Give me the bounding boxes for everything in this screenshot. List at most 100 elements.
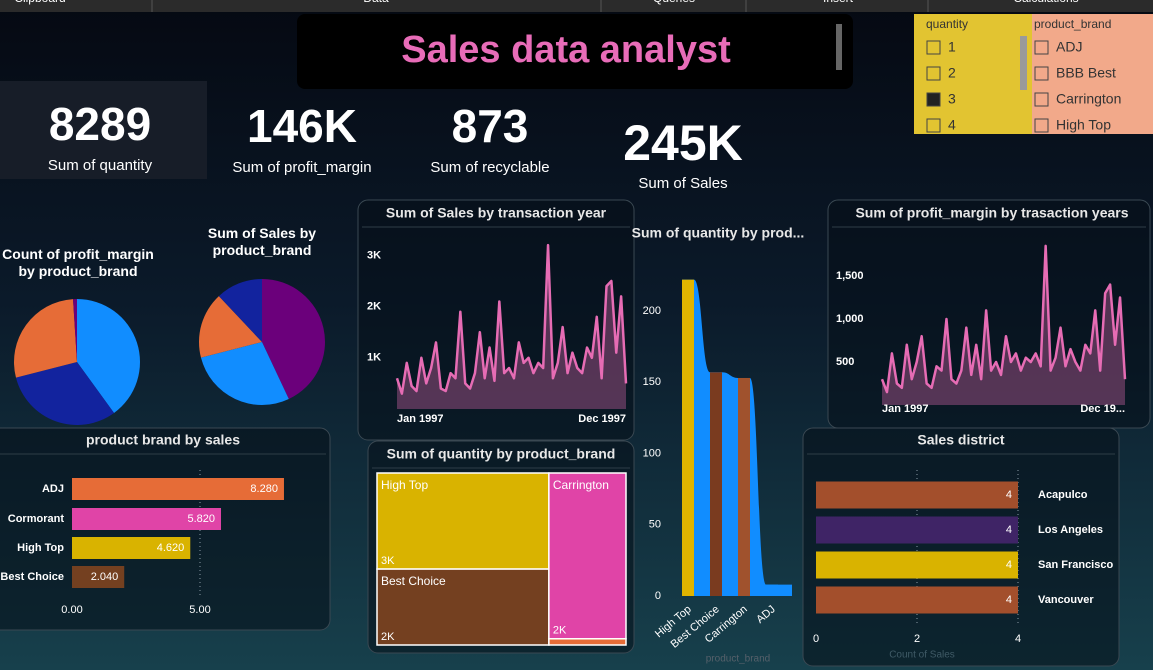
y-tick-label: 200 xyxy=(643,305,661,317)
pie-slice xyxy=(218,279,262,342)
dashboard-title: Sales data analyst xyxy=(401,29,731,71)
bar xyxy=(72,537,191,559)
tile-label: High Top xyxy=(381,478,428,492)
category-label: Vancouver xyxy=(1038,594,1094,606)
chart-title: Sum of profit_margin by trasaction years xyxy=(855,205,1128,221)
chart-title: Sum of Sales by transaction year xyxy=(386,205,607,221)
slicer-checkbox[interactable] xyxy=(1034,40,1049,55)
kpi-label: Sum of recyclable xyxy=(430,159,549,176)
kpi-value: 8289 xyxy=(49,98,151,150)
y-tick-label: 100 xyxy=(643,447,661,459)
chart-title: Sum of quantity by prod... xyxy=(632,225,805,241)
slicer-item[interactable]: 3 xyxy=(948,91,956,107)
y-tick-label: 1,500 xyxy=(836,270,864,282)
pie-title-box: Sum of Sales by product_brand xyxy=(207,225,317,258)
chart-title: Sales district xyxy=(917,432,1004,448)
slicer-title: product_brand xyxy=(1034,17,1111,31)
line xyxy=(395,243,628,395)
value-label: 4.620 xyxy=(157,542,185,554)
y-tick-label: 50 xyxy=(649,519,661,531)
treemap-tile xyxy=(548,638,627,646)
slicer-item[interactable]: 1 xyxy=(948,39,956,55)
pie-slice xyxy=(199,296,262,358)
slicer-checkbox[interactable] xyxy=(926,40,941,55)
slicer-item[interactable]: ADJ xyxy=(1056,39,1082,55)
tile-label: Best Choice xyxy=(381,574,446,588)
slicer-item[interactable]: Carrington xyxy=(1056,91,1121,107)
title-scrollbar xyxy=(836,24,842,70)
kpi-label: Sum of profit_margin xyxy=(232,159,371,176)
bar xyxy=(72,566,125,588)
slicer-scrollbar xyxy=(1020,36,1027,90)
bar xyxy=(72,478,284,500)
tile-value: 2K xyxy=(381,631,395,643)
value-label: 4 xyxy=(1006,559,1012,571)
pie-slice xyxy=(14,299,77,378)
slicer-item[interactable]: BBB Best xyxy=(1056,65,1116,81)
pie-slice xyxy=(73,299,77,362)
y-tick-label: 2K xyxy=(367,300,381,312)
value-label: 8.280 xyxy=(250,483,278,495)
slicer-checkbox[interactable] xyxy=(926,66,941,81)
value-label: 2.040 xyxy=(91,571,119,583)
ribbon-tab: Queries xyxy=(653,0,695,5)
slicer-item[interactable]: High Top xyxy=(1056,117,1111,133)
ribbon-separators xyxy=(151,0,929,12)
category-label: High Top xyxy=(17,542,64,554)
slicer: quantity 1 2 3 4 xyxy=(914,14,1032,134)
ribbon-bar xyxy=(0,0,1153,12)
slicer-checkbox[interactable] xyxy=(1034,66,1049,81)
y-tick-label: 3K xyxy=(367,249,381,261)
ribbon-tab: Calculations xyxy=(1013,0,1078,5)
x-tick-label: 4 xyxy=(1015,633,1021,645)
x-tick-label: Dec 1997 xyxy=(578,413,626,425)
ribbon-tab: Clipboard xyxy=(14,0,65,5)
treemap-tile xyxy=(376,568,550,646)
kpi-value: 245K xyxy=(623,115,743,171)
category-label: Cormorant xyxy=(8,513,65,525)
tile-value: 3K xyxy=(381,555,395,567)
y-tick-label: 1K xyxy=(367,352,381,364)
x-tick-label: Jan 1997 xyxy=(397,413,443,425)
category-label: Acapulco xyxy=(1038,489,1088,501)
ribbon-tab: Insert xyxy=(823,0,854,5)
x-tick-label: 5.00 xyxy=(189,604,210,616)
ribbon xyxy=(682,279,792,596)
slicer-checkbox[interactable] xyxy=(926,118,941,133)
x-axis-label: product_brand xyxy=(706,654,771,665)
kpi-value: 873 xyxy=(452,100,529,152)
bar xyxy=(738,377,750,596)
category-label: ADJ xyxy=(42,483,64,495)
bar xyxy=(766,584,778,596)
line xyxy=(880,244,1127,394)
bar xyxy=(72,508,221,530)
kpi-label: Sum of Sales xyxy=(638,175,727,192)
slicer-item[interactable]: 4 xyxy=(948,117,956,133)
bar xyxy=(682,279,694,596)
x-tick-label: Dec 19... xyxy=(1080,403,1125,415)
bar xyxy=(710,372,722,596)
kpi-card xyxy=(0,81,207,179)
slicer-checkbox[interactable] xyxy=(926,92,941,107)
slicer: product_brand ADJ BBB Best Carrington High T… xyxy=(1032,14,1153,134)
value-label: 5.820 xyxy=(187,513,215,525)
bar xyxy=(816,551,1018,579)
x-tick-label: 0.00 xyxy=(61,604,82,616)
value-label: 4 xyxy=(1006,524,1012,536)
slicer-checkbox[interactable] xyxy=(1034,118,1049,133)
y-tick-label: 1,000 xyxy=(836,313,864,325)
pie-slice xyxy=(15,362,115,426)
value-label: 4 xyxy=(1006,594,1012,606)
kpi-value: 146K xyxy=(247,100,357,152)
chart-title: Count of profit_margin by product_brand xyxy=(2,246,154,279)
slicer-checkbox[interactable] xyxy=(1034,92,1049,107)
chart-title: Sum of Sales by product_brand xyxy=(207,225,317,258)
slicer-background xyxy=(914,14,1032,134)
y-tick-label: 500 xyxy=(836,356,854,368)
x-tick-label: 2 xyxy=(914,633,920,645)
slicer-item[interactable]: 2 xyxy=(948,65,956,81)
x-tick-label: 0 xyxy=(813,633,819,645)
y-tick-label: 150 xyxy=(643,376,661,388)
